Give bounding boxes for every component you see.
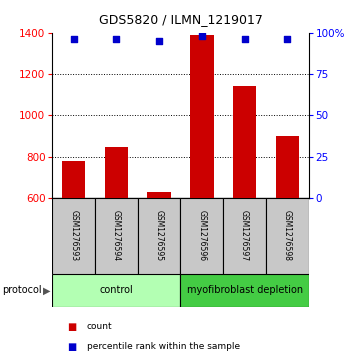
Bar	[95, 198, 138, 274]
Text: GSM1276593: GSM1276593	[69, 211, 78, 261]
Bar	[52, 198, 95, 274]
Text: protocol: protocol	[2, 285, 42, 295]
Text: percentile rank within the sample: percentile rank within the sample	[87, 342, 240, 351]
Text: GSM1276595: GSM1276595	[155, 211, 164, 261]
Text: GSM1276598: GSM1276598	[283, 211, 292, 261]
Text: GDS5820 / ILMN_1219017: GDS5820 / ILMN_1219017	[99, 13, 262, 26]
Text: ▶: ▶	[43, 285, 51, 295]
Bar	[105, 147, 128, 198]
Point	[156, 38, 162, 44]
Text: GSM1276597: GSM1276597	[240, 211, 249, 261]
Bar	[138, 198, 180, 274]
Point	[284, 36, 290, 42]
Text: GSM1276596: GSM1276596	[197, 211, 206, 261]
Bar	[180, 198, 223, 274]
Text: myofibroblast depletion: myofibroblast depletion	[187, 285, 303, 295]
Bar	[233, 86, 256, 198]
Point	[242, 36, 247, 42]
Bar	[52, 274, 180, 307]
Text: GSM1276594: GSM1276594	[112, 211, 121, 261]
Text: count: count	[87, 322, 112, 331]
Text: ■: ■	[67, 342, 76, 352]
Bar	[147, 192, 171, 198]
Text: ■: ■	[67, 322, 76, 332]
Bar	[62, 161, 86, 198]
Bar	[223, 198, 266, 274]
Text: control: control	[100, 285, 133, 295]
Bar	[266, 198, 309, 274]
Point	[113, 36, 119, 42]
Point	[199, 33, 205, 39]
Point	[71, 36, 77, 42]
Bar	[275, 136, 299, 198]
Bar	[190, 35, 214, 198]
Bar	[180, 274, 309, 307]
